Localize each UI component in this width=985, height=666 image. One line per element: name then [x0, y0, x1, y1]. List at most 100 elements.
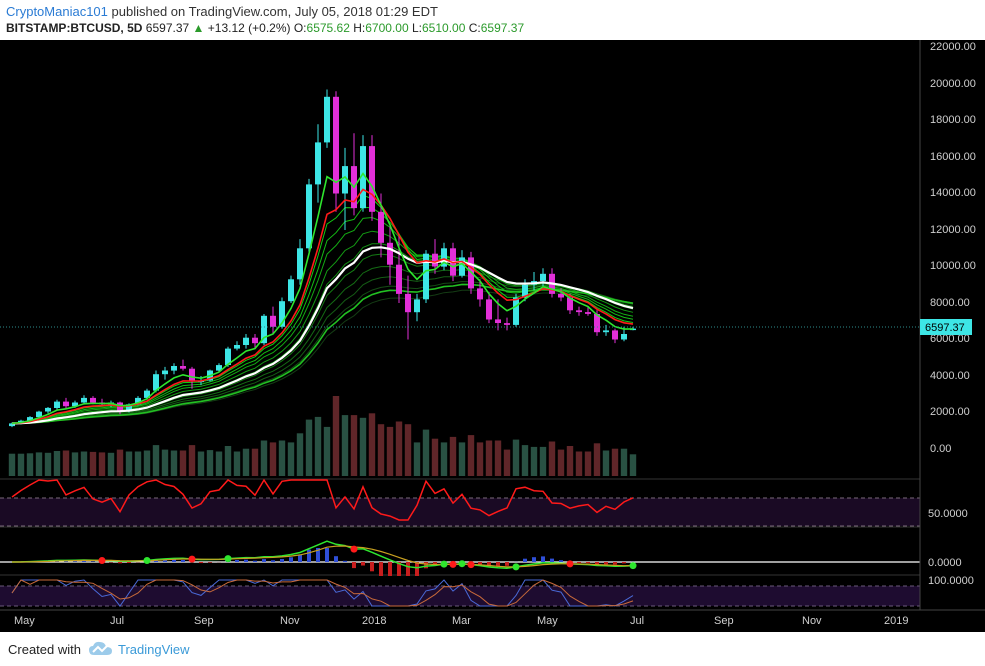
- volume-bar: [107, 452, 115, 476]
- chart-canvas[interactable]: 22000.00 20000.00 18000.00 16000.00 1400…: [0, 40, 985, 632]
- ribbon-line: [11, 230, 634, 424]
- volume-bar: [521, 445, 529, 476]
- volume-bar: [611, 448, 619, 476]
- volume-bar: [143, 450, 151, 476]
- price-tick: 22000.00: [930, 41, 976, 53]
- macd-cross-dot: [440, 560, 448, 568]
- price-tick: 6000.00: [930, 333, 970, 345]
- macd-cross-dot: [458, 560, 466, 568]
- volume-bar: [350, 415, 358, 476]
- volume-bar: [287, 442, 295, 476]
- volume-bar: [44, 452, 52, 476]
- ohlc-line: BITSTAMP:BTCUSD, 5D 6597.37 ▲ +13.12 (+0…: [6, 21, 524, 35]
- close-value: 6597.37: [480, 21, 525, 35]
- time-tick: 2018: [362, 615, 386, 627]
- macd-histogram-bar: [73, 560, 77, 562]
- volume-bars: [8, 396, 637, 476]
- macd-histogram-bar: [370, 562, 374, 572]
- candle-body: [36, 411, 42, 418]
- candle-body: [243, 337, 249, 345]
- volume-bar: [323, 426, 331, 476]
- volume-bar: [224, 446, 232, 476]
- candle-body: [144, 390, 150, 398]
- macd-histogram-bar: [361, 562, 365, 566]
- macd-axis-label: 0.0000: [928, 557, 962, 569]
- candle-body: [432, 253, 438, 267]
- time-tick: Jul: [110, 615, 124, 627]
- time-axis[interactable]: May Jul Sep Nov 2018 Mar May Jul Sep Nov…: [14, 615, 908, 627]
- open-label: O:: [293, 21, 307, 35]
- macd-histogram-bar: [343, 560, 347, 562]
- volume-bar: [89, 451, 97, 476]
- chart-header: CryptoManiac101 published on TradingView…: [0, 0, 985, 40]
- open-value: 6575.62: [306, 21, 350, 35]
- price-tick: 2000.00: [930, 406, 970, 418]
- price-tick: 14000.00: [930, 187, 976, 199]
- candle-body: [27, 417, 33, 421]
- macd-histogram-bar: [496, 562, 500, 567]
- price-tick: 18000.00: [930, 114, 976, 126]
- volume-bar: [242, 448, 250, 476]
- stoch-d-line: [11, 579, 634, 607]
- volume-bar: [260, 440, 268, 476]
- volume-bar: [17, 453, 25, 476]
- macd-histogram-bar: [613, 562, 617, 565]
- rsi-line: [11, 478, 634, 521]
- volume-bar: [233, 451, 241, 476]
- volume-bar: [197, 451, 205, 476]
- volume-bar: [188, 445, 196, 476]
- macd-histogram-bar: [298, 554, 302, 562]
- macd-histogram-bar: [415, 562, 419, 576]
- macd-histogram-bar: [289, 557, 293, 562]
- macd-line: [11, 540, 634, 569]
- volume-bar: [485, 440, 493, 476]
- price-tick: 20000.00: [930, 78, 976, 90]
- candle-body: [45, 407, 51, 412]
- candle-body: [414, 299, 420, 313]
- price-tick: 12000.00: [930, 224, 976, 236]
- footer: Created with TradingView: [0, 632, 985, 666]
- author-link[interactable]: CryptoManiac101: [6, 4, 108, 19]
- macd-histogram-bar: [280, 559, 284, 562]
- chart-area[interactable]: 22000.00 20000.00 18000.00 16000.00 1400…: [0, 40, 985, 632]
- macd-histogram-bar: [595, 562, 599, 565]
- macd-histogram-bar: [163, 559, 167, 562]
- candle-body: [252, 337, 258, 344]
- candle-body: [342, 166, 348, 194]
- macd-histogram-bar: [388, 562, 392, 576]
- volume-bar: [71, 452, 79, 476]
- volume-bar: [512, 439, 520, 476]
- candle-body: [279, 301, 285, 327]
- macd-histogram-bar: [622, 562, 626, 564]
- volume-bar: [629, 454, 637, 476]
- macd-histogram-bar: [559, 560, 563, 562]
- macd-cross-dot: [143, 557, 151, 564]
- price-axis[interactable]: 22000.00 20000.00 18000.00 16000.00 1400…: [930, 41, 976, 455]
- macd-cross-dot: [350, 545, 358, 553]
- candle-body: [315, 142, 321, 185]
- time-tick: May: [14, 615, 35, 627]
- candle-body: [270, 315, 276, 327]
- candle-body: [297, 248, 303, 280]
- candle-body: [63, 401, 69, 407]
- macd-histogram-bar: [433, 562, 437, 565]
- macd-histogram-bar: [307, 549, 311, 562]
- volume-bar: [602, 450, 610, 476]
- macd-histogram-bar: [91, 561, 95, 562]
- oscillators: [11, 478, 637, 607]
- macd-histogram-bar: [82, 560, 86, 562]
- time-tick: Nov: [280, 615, 300, 627]
- candle-body: [459, 257, 465, 276]
- volume-bar: [314, 416, 322, 476]
- price-tick: 8000.00: [930, 297, 970, 309]
- candle-body: [81, 397, 87, 403]
- candle-body: [594, 314, 600, 333]
- symbol-label[interactable]: BITSTAMP:BTCUSD, 5D: [6, 21, 143, 35]
- candle-body: [522, 284, 528, 298]
- tradingview-logo-icon[interactable]: [88, 640, 114, 658]
- ribbon-line: [11, 274, 634, 424]
- tradingview-brand-link[interactable]: TradingView: [118, 642, 190, 657]
- low-value: 6510.00: [422, 21, 466, 35]
- volume-bar: [548, 441, 556, 476]
- volume-bar: [26, 453, 34, 476]
